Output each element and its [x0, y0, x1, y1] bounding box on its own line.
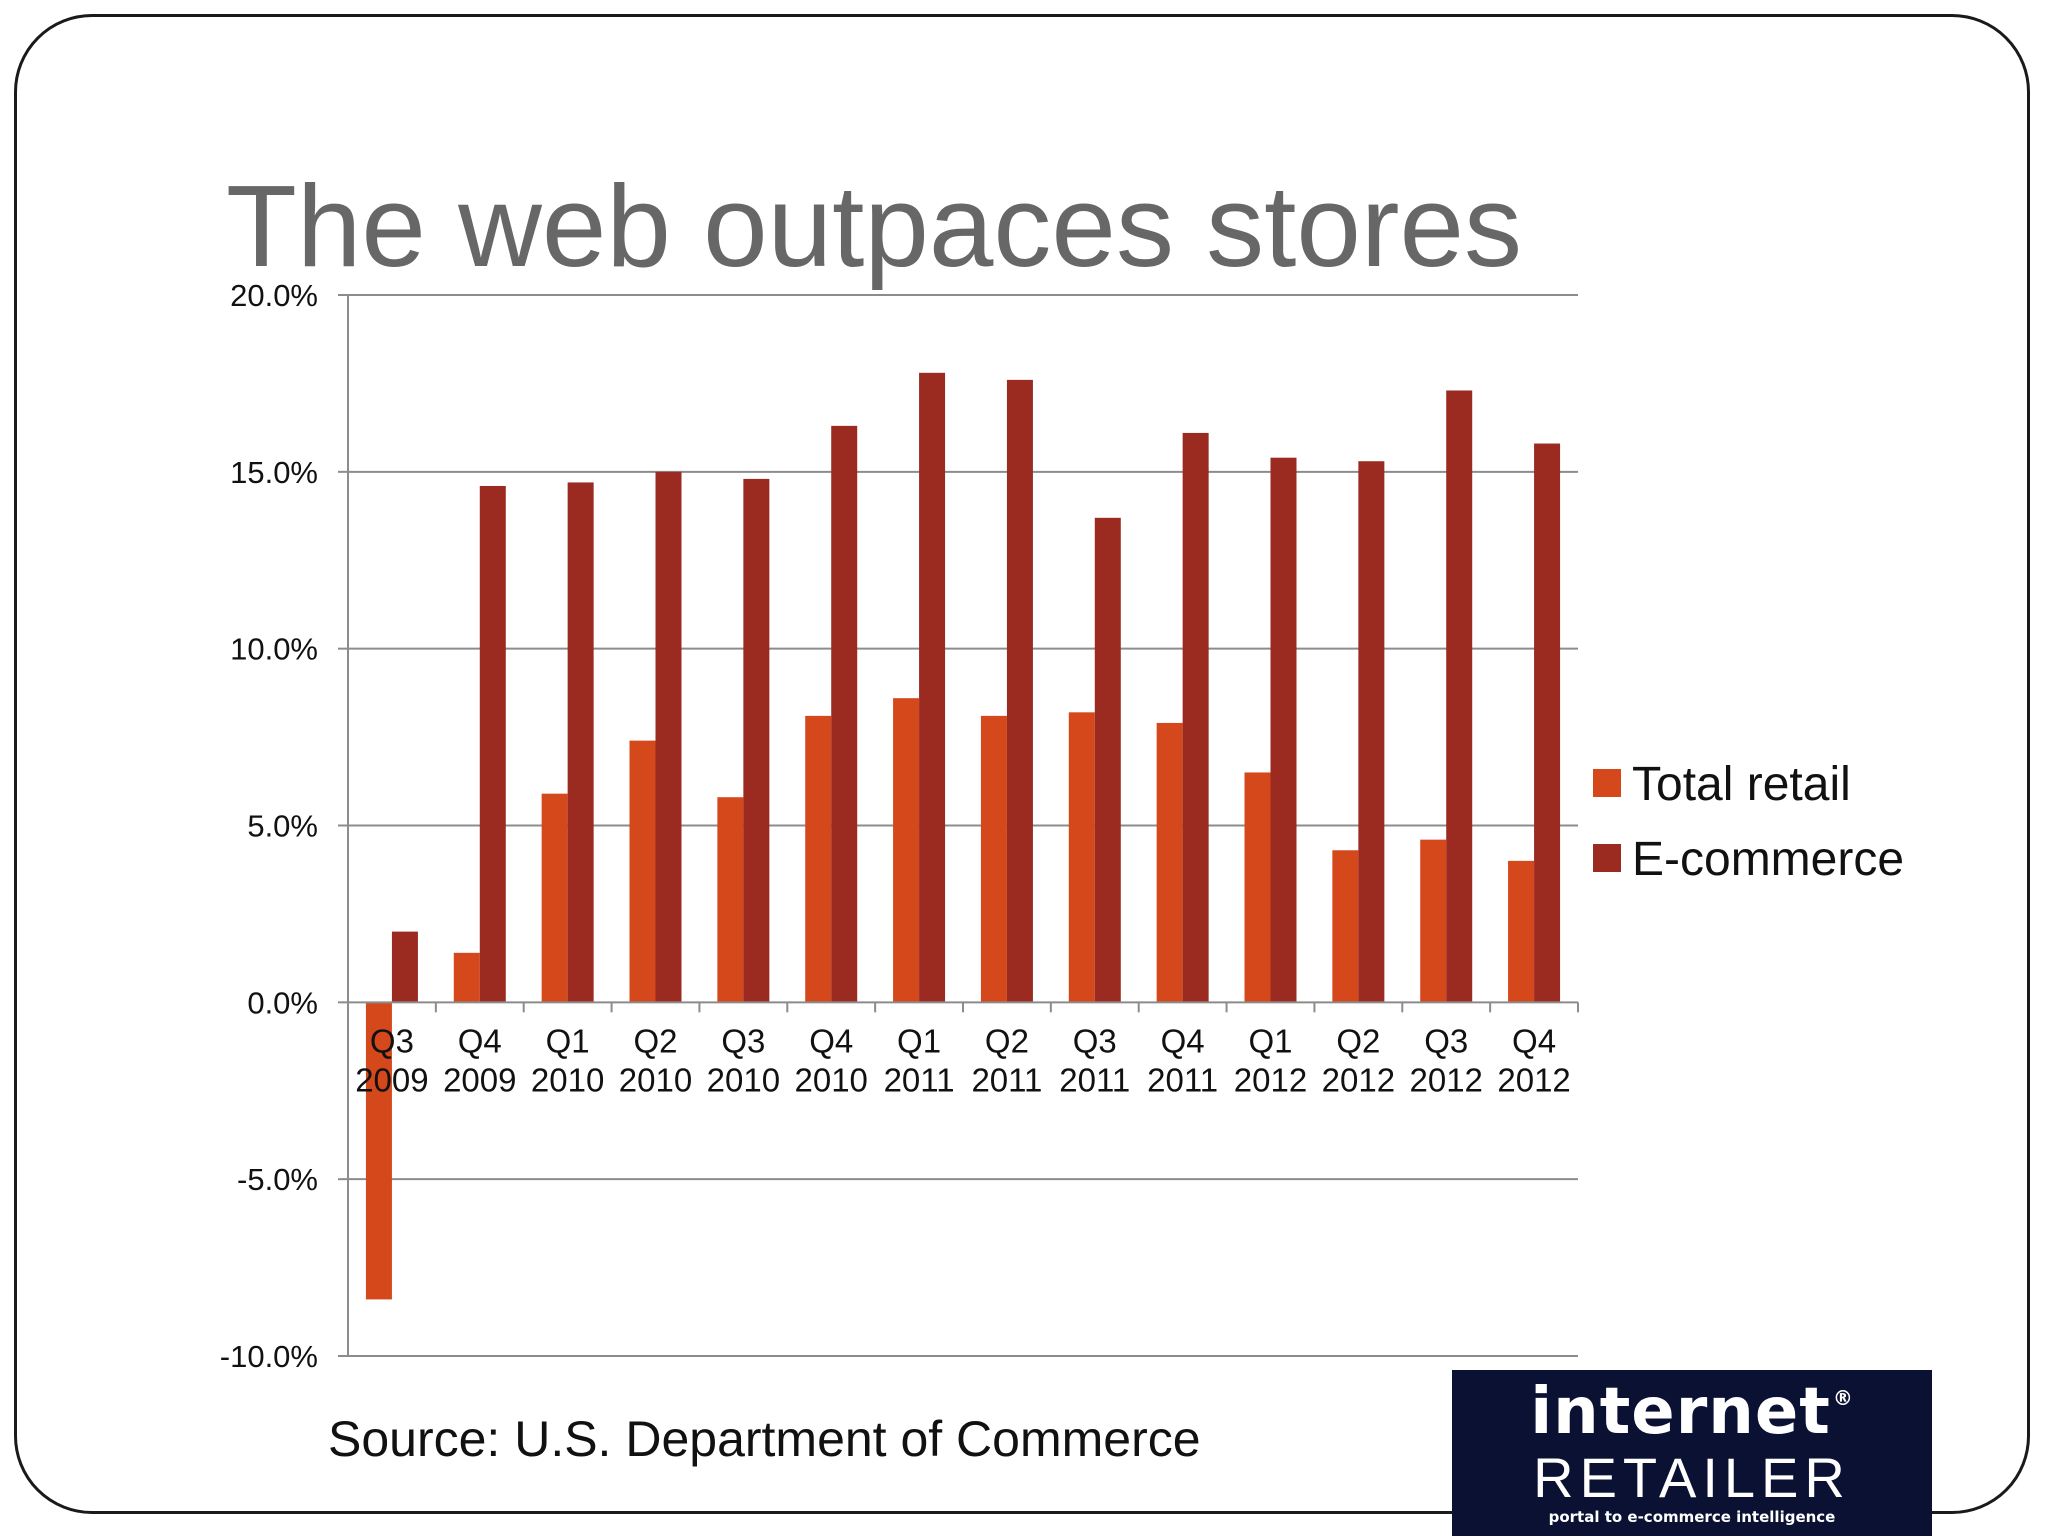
bar-total-retail — [1156, 722, 1183, 1003]
bar-total-retail — [1332, 850, 1359, 1003]
source-note: Source: U.S. Department of Commerce — [328, 1411, 1201, 1467]
legend-swatch — [1593, 844, 1621, 872]
y-tick-label: 0.0% — [247, 985, 318, 1020]
bar-total-retail — [453, 952, 480, 1003]
bar-total-retail — [893, 698, 920, 1003]
x-tick-label: Q1 2011 — [884, 1022, 955, 1098]
x-tick-label: Q4 2010 — [795, 1022, 868, 1098]
bar-total-retail — [805, 715, 832, 1003]
bar-total-retail — [365, 1002, 392, 1300]
y-tick-label: 15.0% — [230, 455, 318, 490]
bar-total-retail — [980, 715, 1007, 1003]
bar-ecommerce — [1182, 432, 1209, 1003]
gridlines — [348, 294, 1578, 1357]
bar-ecommerce — [567, 482, 594, 1003]
bar-ecommerce — [1358, 461, 1385, 1003]
legend-label: E-commerce — [1632, 833, 1904, 886]
bar-total-retail — [1244, 772, 1271, 1003]
bar-total-retail — [717, 797, 744, 1003]
x-tick-label: Q3 2010 — [707, 1022, 780, 1098]
x-tick-label: Q2 2011 — [971, 1022, 1042, 1098]
bar-ecommerce — [1534, 443, 1561, 1003]
bar-ecommerce — [391, 931, 418, 1003]
bar-ecommerce — [655, 471, 682, 1003]
logo-tagline: portal to e-commerce intelligence — [1548, 1508, 1836, 1526]
logo-wordmark-retailer: RETAILER — [1533, 1446, 1851, 1509]
bar-ecommerce — [831, 425, 858, 1003]
y-tick-label: -5.0% — [237, 1162, 318, 1197]
slide-title: The web outpaces stores — [226, 161, 1523, 291]
bar-ecommerce — [1270, 457, 1297, 1003]
y-tick-label: 20.0% — [230, 278, 318, 313]
x-tick-label: Q4 2012 — [1497, 1022, 1570, 1098]
bar-total-retail — [629, 740, 656, 1003]
x-tick-label: Q1 2010 — [531, 1022, 604, 1098]
bar-ecommerce — [1446, 390, 1473, 1003]
x-tick-label: Q3 2011 — [1059, 1022, 1130, 1098]
legend-swatch — [1593, 769, 1621, 797]
bar-ecommerce — [743, 478, 770, 1003]
x-tick-label: Q1 2012 — [1234, 1022, 1307, 1098]
legend-label: Total retail — [1632, 758, 1851, 811]
logo-wordmark-internet: internet ® — [1530, 1375, 1854, 1449]
bar-total-retail — [541, 793, 568, 1003]
x-tick-label: Q3 2009 — [355, 1022, 428, 1098]
internet-retailer-logo: internet ® RETAILER portal to e-commerce … — [1452, 1370, 1932, 1536]
y-tick-label: 10.0% — [230, 632, 318, 667]
bar-total-retail — [1068, 712, 1095, 1003]
x-tick-label: Q4 2009 — [443, 1022, 516, 1098]
bar-ecommerce — [1006, 379, 1033, 1003]
x-tick-label: Q2 2012 — [1322, 1022, 1395, 1098]
axis-labels: 20.0% 15.0% 10.0% 5.0% 0.0% -5.0% -10.0% Q3 2009… — [220, 278, 1571, 1374]
y-tick-label: -10.0% — [220, 1339, 318, 1374]
legend: Total retail E-commerce — [1593, 758, 1904, 886]
bar-total-retail — [1420, 839, 1447, 1003]
bar-ecommerce — [919, 372, 946, 1003]
x-tick-label: Q2 2010 — [619, 1022, 692, 1098]
bars — [365, 372, 1561, 1300]
bar-total-retail — [1508, 860, 1535, 1003]
x-tick-label: Q4 2011 — [1147, 1022, 1218, 1098]
axes — [338, 294, 1579, 1357]
y-tick-label: 5.0% — [247, 809, 318, 844]
registered-mark: ® — [1832, 1386, 1854, 1410]
bar-ecommerce — [479, 485, 506, 1003]
bar-ecommerce — [1094, 517, 1121, 1003]
x-tick-label: Q3 2012 — [1410, 1022, 1483, 1098]
